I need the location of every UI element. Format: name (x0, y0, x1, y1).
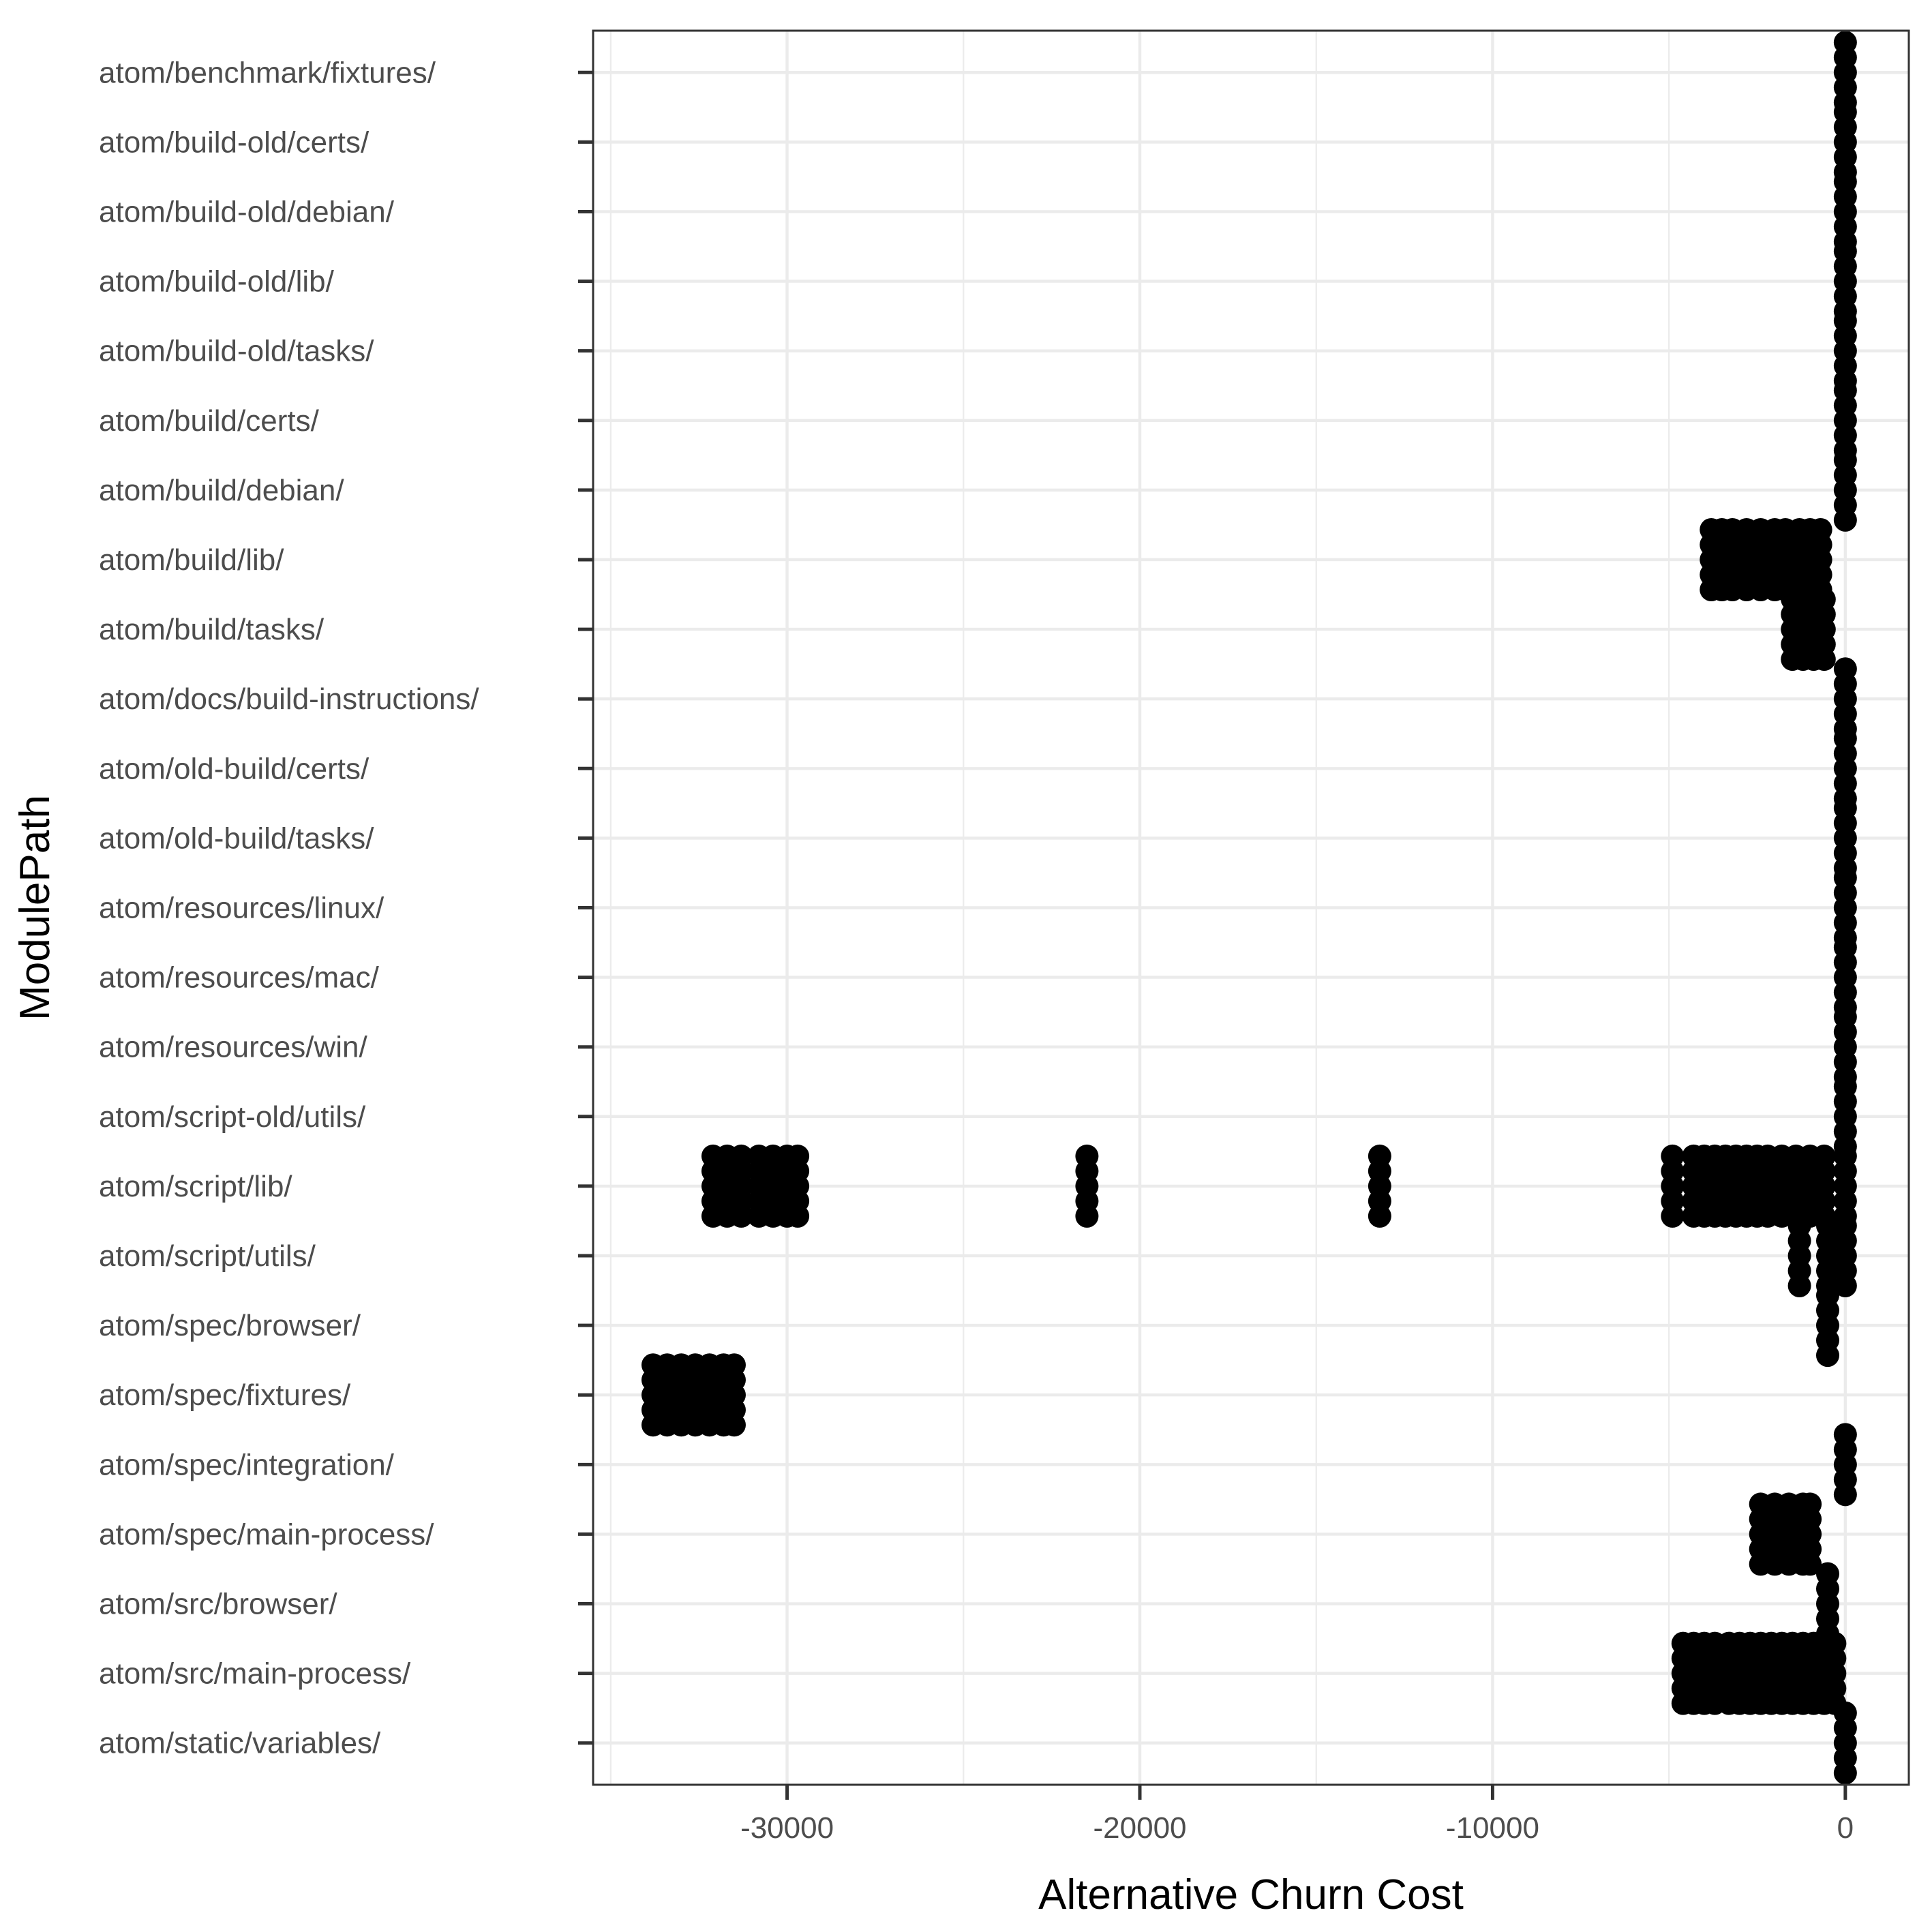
y-axis-tick-label: atom/old-build/tasks/ (99, 821, 374, 855)
y-axis-tick-label: atom/resources/mac/ (99, 961, 380, 995)
y-axis-tick-label: atom/build-old/lib/ (99, 265, 335, 299)
y-axis-tick-label: atom/build/certs/ (99, 404, 320, 438)
y-axis-tick-label: atom/spec/main-process/ (99, 1518, 434, 1551)
x-axis-ticks (785, 1785, 1847, 1800)
y-axis-tick-label: atom/resources/linux/ (99, 892, 384, 925)
y-axis-tick-label: atom/script/lib/ (99, 1170, 292, 1203)
y-axis-title: ModulePath (12, 795, 59, 1021)
x-axis-tick-labels: -30000 -20000 -10000 0 (740, 1811, 1854, 1845)
y-axis-tick-label: atom/spec/fixtures/ (99, 1378, 351, 1412)
data-point (1787, 1274, 1811, 1298)
y-axis-tick-label: atom/build-old/debian/ (99, 195, 395, 228)
data-point (1075, 1204, 1099, 1228)
data-point (1798, 1552, 1822, 1576)
data-point (1833, 1761, 1857, 1785)
x-axis-title: Alternative Churn Cost (1038, 1871, 1464, 1918)
y-axis-tick-label: atom/src/main-process/ (99, 1657, 411, 1691)
data-point (729, 1204, 753, 1228)
y-axis-tick-label: atom/script/utils/ (99, 1239, 316, 1273)
data-point (1815, 1344, 1839, 1368)
data-point (1833, 1483, 1857, 1507)
x-axis-tick-label: -10000 (1446, 1811, 1539, 1845)
x-axis-tick-label: -20000 (1093, 1811, 1187, 1845)
x-axis-tick-label: -30000 (740, 1811, 834, 1845)
data-point (1661, 1204, 1685, 1228)
y-axis-tick-label: atom/build/lib/ (99, 543, 284, 577)
y-axis-tick-label: atom/docs/build-instructions/ (99, 682, 479, 716)
y-axis-tick-label: atom/spec/browser/ (99, 1309, 361, 1342)
y-axis-tick-label: atom/build/tasks/ (99, 613, 324, 646)
y-axis-tick-label: atom/build-old/tasks/ (99, 335, 374, 368)
y-axis-tick-labels: atom/benchmark/fixtures/atom/build-old/c… (99, 56, 479, 1760)
y-axis-tick-label: atom/spec/integration/ (99, 1448, 395, 1481)
y-axis-tick-label: atom/benchmark/fixtures/ (99, 56, 436, 89)
data-point (1812, 648, 1836, 671)
y-axis-tick-label: atom/static/variables/ (99, 1727, 381, 1760)
data-point (1368, 1204, 1391, 1228)
y-axis-tick-label: atom/build/debian/ (99, 474, 344, 507)
data-point (1833, 1274, 1857, 1298)
y-axis-tick-label: atom/build-old/certs/ (99, 125, 369, 159)
y-axis-tick-label: atom/old-build/certs/ (99, 752, 369, 785)
data-point (1833, 508, 1857, 532)
data-point (722, 1413, 746, 1437)
y-axis-tick-label: atom/resources/win/ (99, 1031, 367, 1064)
data-points (641, 31, 1857, 1785)
y-axis-tick-label: atom/src/browser/ (99, 1588, 337, 1621)
data-point (786, 1204, 810, 1228)
y-axis-ticks (578, 70, 593, 1745)
y-axis-tick-label: atom/script-old/utils/ (99, 1100, 366, 1134)
x-axis-tick-label: 0 (1837, 1811, 1854, 1845)
